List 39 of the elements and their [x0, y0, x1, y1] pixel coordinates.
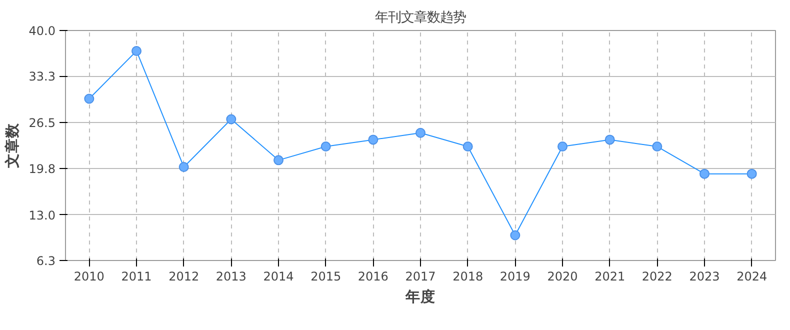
- point: [274, 155, 284, 166]
- point: [84, 94, 94, 104]
- point: [558, 142, 568, 152]
- x-tick-label: 2024: [736, 270, 768, 284]
- x-axis-title: 年度: [404, 288, 436, 306]
- point: [604, 134, 615, 145]
- point: [226, 114, 236, 124]
- x-tick-label: 2015: [310, 270, 342, 284]
- y-tick-label: 19.8: [28, 162, 56, 176]
- x-tick-label: 2020: [547, 270, 578, 284]
- y-tick-label: 6.3: [36, 254, 56, 268]
- x-tick-label: 2014: [263, 270, 294, 284]
- x-tick-label: 2016: [358, 270, 388, 284]
- y-tick-label: 13.0: [28, 208, 56, 222]
- y-tick-label: 26.5: [28, 116, 56, 130]
- x-tick-label: 2011: [121, 270, 152, 284]
- point: [416, 128, 426, 138]
- point: [132, 46, 142, 56]
- x-tick-label: 2017: [405, 270, 436, 284]
- x-tick-label: 2013: [216, 270, 246, 284]
- chart-title: 年刊文章数趋势: [375, 10, 466, 26]
- x-tick-label: 2010: [74, 270, 104, 284]
- x-tick-label: 2022: [642, 270, 672, 284]
- point: [510, 230, 520, 240]
- x-tick-label: 2019: [500, 270, 530, 284]
- point: [746, 168, 757, 179]
- y-axis-title: 文章数: [2, 122, 21, 169]
- point: [320, 142, 331, 152]
- point: [178, 162, 189, 172]
- point: [368, 134, 378, 145]
- x-tick-label: 2023: [689, 270, 720, 284]
- x-tick-label: 2012: [168, 270, 200, 284]
- point: [462, 142, 473, 152]
- point: [700, 168, 710, 179]
- y-tick-label: 33.3: [28, 70, 56, 84]
- x-tick-label: 2021: [594, 270, 626, 284]
- y-tick-label: 40.0: [28, 24, 56, 38]
- x-tick-label: 2018: [452, 270, 484, 284]
- point: [652, 142, 662, 152]
